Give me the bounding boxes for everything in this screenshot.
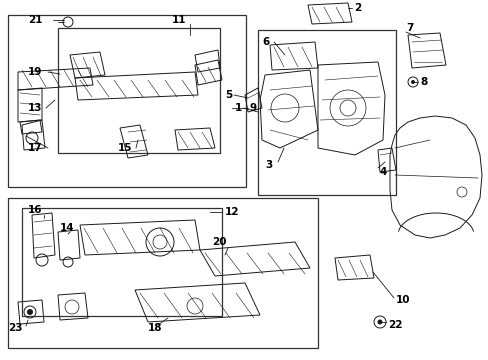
Circle shape: [410, 80, 414, 84]
Text: 2: 2: [353, 3, 361, 13]
Text: 10: 10: [395, 295, 409, 305]
Text: 6: 6: [262, 37, 269, 47]
Text: 16: 16: [28, 205, 42, 215]
Text: 14: 14: [60, 223, 75, 233]
Text: 22: 22: [387, 320, 402, 330]
Text: 11: 11: [172, 15, 186, 25]
Text: 18: 18: [148, 323, 162, 333]
Text: 17: 17: [28, 143, 42, 153]
Text: 9: 9: [249, 103, 257, 113]
Text: 21: 21: [28, 15, 42, 25]
Text: 8: 8: [419, 77, 427, 87]
Bar: [8, 198, 317, 348]
Circle shape: [27, 309, 33, 315]
Text: 23: 23: [8, 323, 22, 333]
Text: 1: 1: [234, 103, 242, 113]
Bar: [58, 28, 220, 153]
Text: 3: 3: [264, 160, 272, 170]
Bar: [258, 30, 395, 195]
Text: 7: 7: [405, 23, 412, 33]
Text: 13: 13: [28, 103, 42, 113]
Text: 12: 12: [224, 207, 239, 217]
Text: 5: 5: [224, 90, 231, 100]
Circle shape: [377, 320, 382, 324]
Text: 19: 19: [28, 67, 42, 77]
Bar: [8, 15, 245, 187]
Text: 20: 20: [212, 237, 226, 247]
Bar: [22, 208, 222, 316]
Text: 4: 4: [379, 167, 386, 177]
Text: 15: 15: [118, 143, 132, 153]
